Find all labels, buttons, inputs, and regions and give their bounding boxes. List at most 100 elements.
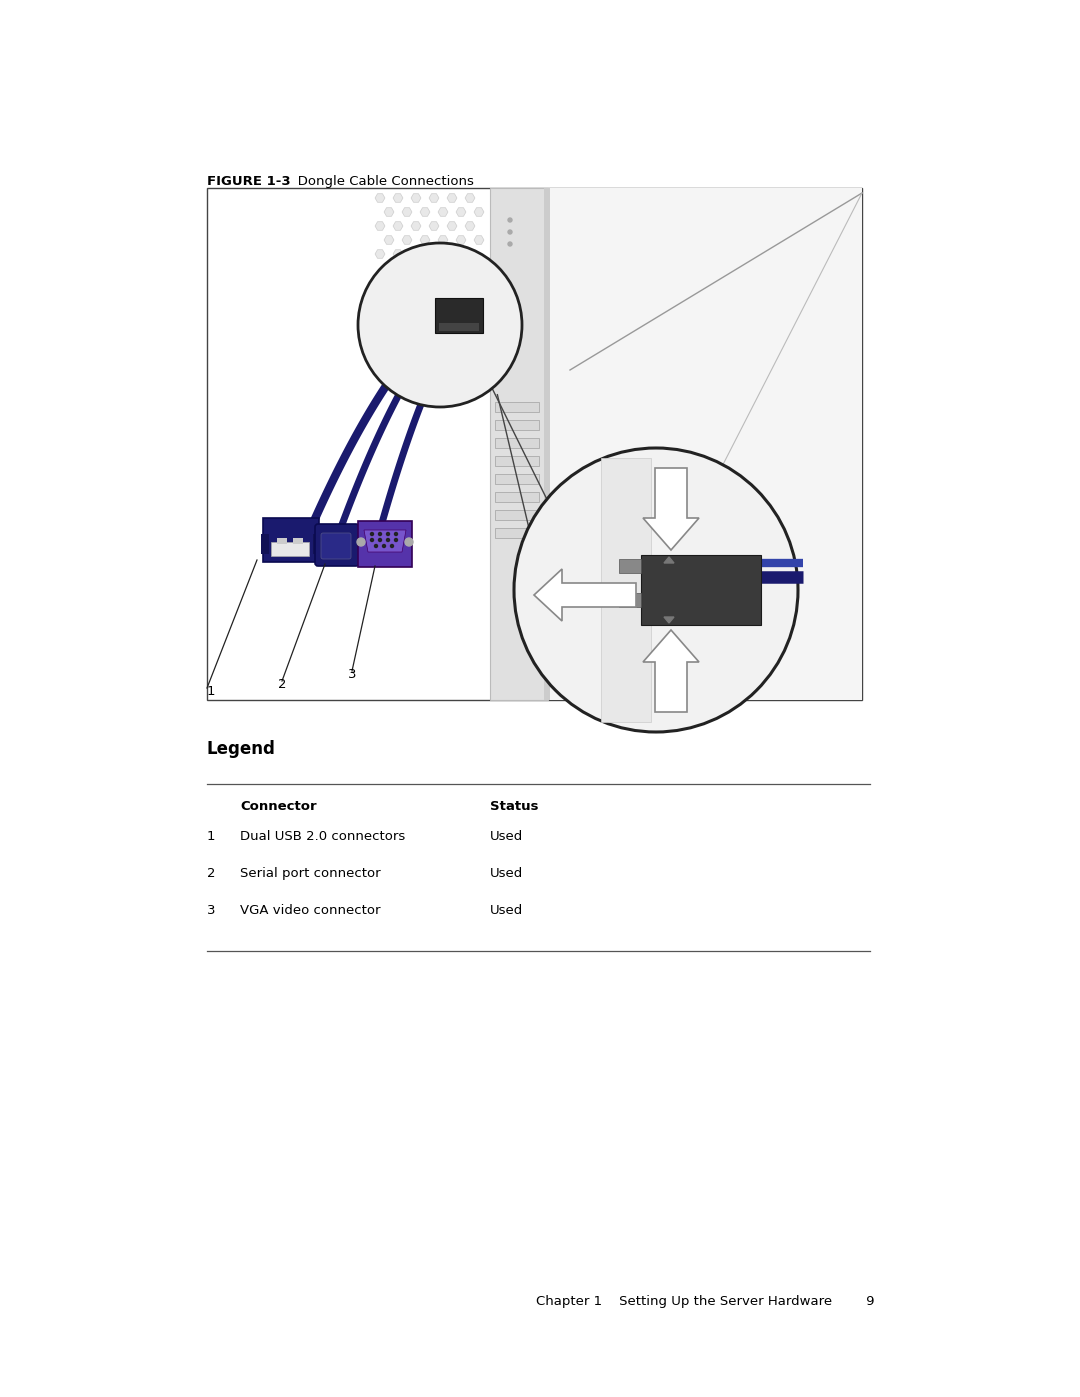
Text: Dual USB 2.0 connectors: Dual USB 2.0 connectors	[240, 830, 405, 842]
Polygon shape	[534, 569, 636, 622]
Polygon shape	[447, 362, 457, 370]
Bar	[495, 510, 539, 520]
Polygon shape	[429, 194, 438, 203]
Polygon shape	[375, 194, 384, 203]
Bar	[495, 455, 539, 467]
Polygon shape	[438, 236, 448, 244]
Polygon shape	[447, 306, 457, 314]
Circle shape	[387, 532, 390, 535]
Polygon shape	[465, 306, 475, 314]
Polygon shape	[393, 362, 403, 370]
Text: VGA video connector: VGA video connector	[240, 904, 380, 916]
Circle shape	[357, 538, 365, 546]
Polygon shape	[393, 278, 403, 286]
Bar	[276, 538, 287, 543]
Polygon shape	[402, 348, 411, 356]
Polygon shape	[447, 250, 457, 258]
Polygon shape	[402, 320, 411, 328]
Polygon shape	[474, 264, 484, 272]
Polygon shape	[375, 278, 384, 286]
Polygon shape	[411, 278, 421, 286]
Polygon shape	[465, 222, 475, 231]
Polygon shape	[447, 194, 457, 203]
Polygon shape	[375, 222, 384, 231]
Polygon shape	[402, 208, 411, 217]
Polygon shape	[411, 334, 421, 342]
Polygon shape	[384, 292, 394, 300]
Polygon shape	[384, 348, 394, 356]
Polygon shape	[438, 320, 448, 328]
Polygon shape	[393, 194, 403, 203]
Polygon shape	[402, 292, 411, 300]
Polygon shape	[384, 236, 394, 244]
Circle shape	[514, 448, 798, 732]
Polygon shape	[411, 362, 421, 370]
Polygon shape	[456, 348, 465, 356]
Polygon shape	[411, 222, 421, 231]
FancyBboxPatch shape	[321, 534, 351, 559]
FancyBboxPatch shape	[357, 521, 411, 567]
Polygon shape	[545, 189, 862, 700]
Polygon shape	[393, 334, 403, 342]
Bar	[490, 189, 548, 700]
Text: 2: 2	[278, 678, 286, 692]
Polygon shape	[456, 208, 465, 217]
Polygon shape	[474, 320, 484, 328]
Polygon shape	[456, 320, 465, 328]
Text: Used: Used	[490, 868, 523, 880]
Polygon shape	[375, 334, 384, 342]
Circle shape	[370, 532, 374, 535]
Bar	[207, 189, 862, 700]
Text: 3: 3	[207, 904, 216, 916]
Polygon shape	[447, 278, 457, 286]
Bar	[293, 538, 303, 543]
Circle shape	[394, 538, 397, 542]
Bar	[495, 528, 539, 538]
Bar	[619, 592, 642, 608]
Polygon shape	[393, 250, 403, 258]
Polygon shape	[456, 292, 465, 300]
Polygon shape	[456, 236, 465, 244]
Text: Status: Status	[490, 800, 539, 813]
Polygon shape	[420, 236, 430, 244]
Polygon shape	[420, 348, 430, 356]
Circle shape	[405, 538, 413, 546]
Polygon shape	[643, 630, 699, 712]
Text: FIGURE 1-3: FIGURE 1-3	[207, 175, 291, 189]
Polygon shape	[384, 208, 394, 217]
Text: Legend: Legend	[207, 740, 275, 759]
Polygon shape	[456, 264, 465, 272]
Circle shape	[357, 243, 522, 407]
Polygon shape	[393, 306, 403, 314]
Bar	[544, 189, 550, 700]
Bar	[495, 439, 539, 448]
FancyBboxPatch shape	[264, 518, 319, 562]
Polygon shape	[429, 362, 438, 370]
Polygon shape	[411, 306, 421, 314]
Text: 3: 3	[348, 668, 356, 680]
Polygon shape	[474, 348, 484, 356]
Bar	[642, 555, 761, 624]
Bar	[435, 298, 483, 332]
Circle shape	[508, 242, 512, 246]
Polygon shape	[429, 250, 438, 258]
Polygon shape	[402, 264, 411, 272]
Polygon shape	[384, 264, 394, 272]
Polygon shape	[402, 236, 411, 244]
Polygon shape	[411, 194, 421, 203]
Circle shape	[387, 538, 390, 542]
Circle shape	[508, 218, 512, 222]
Polygon shape	[465, 362, 475, 370]
Bar	[261, 534, 269, 555]
Circle shape	[394, 532, 397, 535]
Text: Chapter 1    Setting Up the Server Hardware        9: Chapter 1 Setting Up the Server Hardware…	[537, 1295, 875, 1308]
Text: Used: Used	[490, 904, 523, 916]
Bar	[271, 542, 309, 556]
Bar	[438, 323, 480, 331]
Polygon shape	[438, 348, 448, 356]
Polygon shape	[438, 292, 448, 300]
Text: Used: Used	[490, 830, 523, 842]
Polygon shape	[420, 320, 430, 328]
Circle shape	[375, 545, 378, 548]
Polygon shape	[447, 222, 457, 231]
